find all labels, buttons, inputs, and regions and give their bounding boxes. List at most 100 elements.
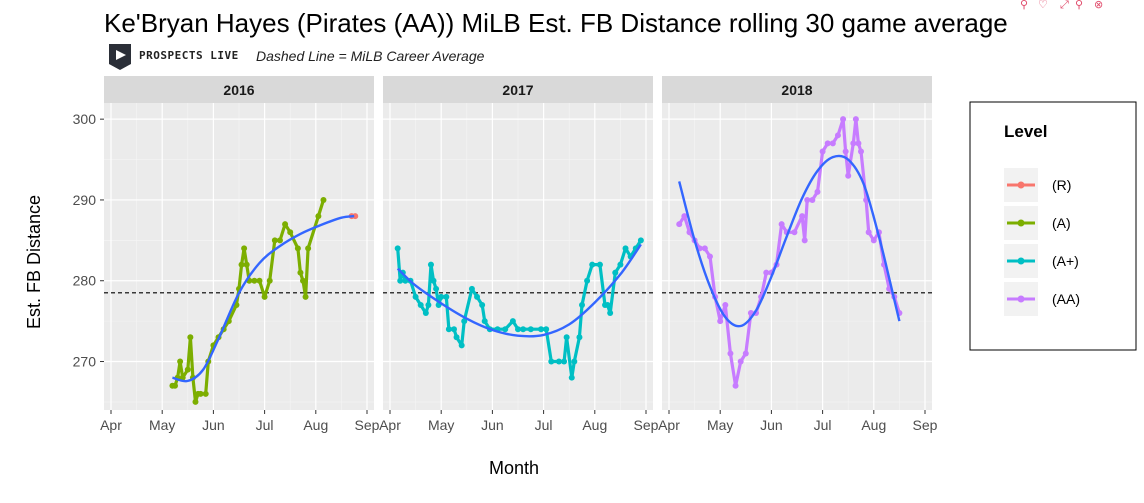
data-point <box>412 293 419 300</box>
legend-title: Level <box>1004 122 1047 141</box>
data-point <box>706 253 713 260</box>
legend-label: (A) <box>1052 215 1071 231</box>
data-point <box>727 350 734 357</box>
data-point <box>427 261 434 268</box>
data-point <box>179 374 186 381</box>
data-point <box>637 237 644 244</box>
x-tick-label: Jun <box>202 417 225 433</box>
x-tick-label: May <box>707 417 733 433</box>
y-tick-label: 280 <box>73 273 97 289</box>
data-point <box>417 301 424 308</box>
data-point <box>187 334 194 341</box>
x-tick-label: May <box>149 417 175 433</box>
legend-item: (AA) <box>1004 282 1080 316</box>
data-point <box>481 318 488 325</box>
data-point <box>612 269 619 276</box>
data-point <box>824 140 831 147</box>
close-search-icon[interactable]: ⊗ <box>1094 0 1104 10</box>
legend: Level (R) (A) (A+) (AA) <box>969 101 1137 351</box>
data-point <box>515 326 521 333</box>
x-tick-label: Sep <box>913 417 938 433</box>
data-point <box>850 140 857 147</box>
data-point <box>172 382 178 389</box>
data-point <box>300 277 306 284</box>
data-point <box>799 213 806 220</box>
x-tick-label: Apr <box>379 417 401 433</box>
data-point <box>394 245 401 252</box>
legend-label: (R) <box>1052 177 1071 193</box>
data-point <box>742 350 749 357</box>
data-point <box>461 318 468 325</box>
play-icon <box>116 50 126 60</box>
brand-logo: PROSPECTS LIVE <box>109 44 238 70</box>
data-point <box>814 188 821 195</box>
strip-label: 2017 <box>502 82 533 98</box>
data-point <box>266 277 273 284</box>
smooth-trend-line <box>396 243 642 338</box>
y-axis: 270 280 290 300 <box>73 111 104 370</box>
facet-panels: 2016 2017 2018 <box>104 76 932 410</box>
expand-icon[interactable]: ⤢ <box>1060 0 1069 10</box>
data-point <box>870 237 877 244</box>
x-tick-label: Jul <box>256 417 274 433</box>
heart-pin-icon[interactable]: ♡ <box>1038 0 1048 10</box>
data-point <box>502 326 509 333</box>
x-tick-label: Aug <box>582 417 607 433</box>
y-axis-title: Est. FB Distance <box>24 195 44 329</box>
data-point <box>397 277 404 284</box>
legend-key-point <box>1017 181 1025 189</box>
data-point <box>479 301 486 308</box>
data-point <box>701 245 708 252</box>
x-tick-label: Aug <box>303 417 328 433</box>
data-point <box>834 132 841 139</box>
data-point <box>852 116 859 123</box>
data-point <box>438 293 445 300</box>
legend-key-point <box>1017 257 1025 265</box>
data-point <box>320 196 327 203</box>
strip-label: 2016 <box>223 82 254 98</box>
chart-title: Ke'Bryan Hayes (Pirates (AA)) MiLB Est. … <box>104 8 1008 38</box>
data-point <box>192 398 199 405</box>
panel-2016: 2016 <box>104 76 374 410</box>
data-point <box>604 301 611 308</box>
search-icon[interactable]: ⚲ <box>1075 0 1084 10</box>
data-point <box>563 334 570 341</box>
data-point <box>430 277 437 284</box>
data-point <box>829 140 836 147</box>
data-point <box>509 318 516 325</box>
data-point <box>819 148 826 155</box>
career-average-note: Dashed Line = MiLB Career Average <box>256 48 485 64</box>
data-point <box>315 213 322 220</box>
y-tick-label: 270 <box>73 354 97 370</box>
data-point <box>241 245 248 252</box>
data-point <box>809 196 816 203</box>
data-point <box>568 374 575 381</box>
data-point <box>282 221 289 228</box>
x-tick-label: Jul <box>814 417 832 433</box>
legend-key-point <box>1017 295 1025 303</box>
data-point <box>622 245 629 252</box>
data-point <box>302 293 309 300</box>
legend-item: (R) <box>1004 168 1071 202</box>
data-point <box>584 277 591 284</box>
search-pin-icon[interactable]: ⚲ <box>1020 0 1029 10</box>
data-point <box>607 310 614 317</box>
data-point <box>276 237 283 244</box>
data-point <box>681 213 688 220</box>
data-point <box>261 293 268 300</box>
x-tick-label: Aug <box>861 417 886 433</box>
data-point <box>251 277 258 284</box>
legend-box <box>969 101 1137 351</box>
strip-2018 <box>662 76 932 103</box>
data-point <box>865 229 872 236</box>
x-axes: Apr May Jun Jul Aug Sep Apr May Jun Jul Aug Sep Apr M… <box>100 410 938 433</box>
data-point <box>443 293 450 300</box>
data-point <box>845 172 852 179</box>
x-tick-label: Sep <box>355 417 380 433</box>
data-point <box>238 261 245 268</box>
data-point <box>722 301 729 308</box>
legend-label: (A+) <box>1052 253 1079 269</box>
data-point <box>422 310 429 317</box>
data-point <box>197 390 204 397</box>
